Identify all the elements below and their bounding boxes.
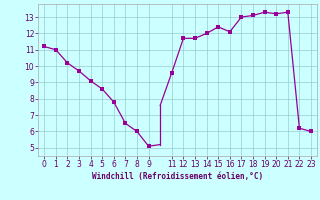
X-axis label: Windchill (Refroidissement éolien,°C): Windchill (Refroidissement éolien,°C): [92, 172, 263, 181]
